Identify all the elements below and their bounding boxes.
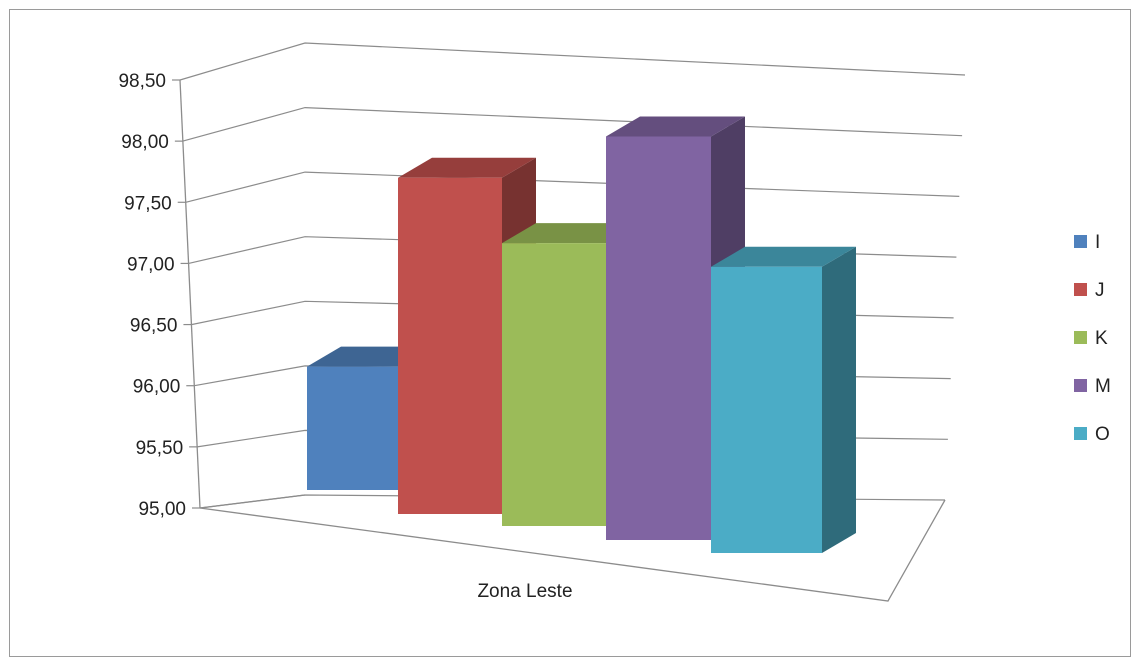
legend-label: M	[1095, 376, 1111, 397]
y-tick-label: 98,50	[118, 71, 166, 92]
bars	[307, 116, 856, 554]
gridline	[182, 106, 963, 142]
legend-swatch	[1074, 379, 1087, 392]
y-tick-label: 98,00	[121, 132, 169, 153]
y-tick-label: 95,50	[136, 438, 184, 459]
gridline	[185, 171, 960, 203]
category-label: Zona Leste	[477, 581, 572, 602]
gridline	[179, 42, 966, 81]
legend-item-m: M	[1074, 376, 1111, 397]
y-tick-label: 97,00	[127, 254, 175, 275]
legend-label: K	[1095, 328, 1108, 349]
legend-swatch	[1074, 235, 1087, 248]
y-axis: 95,00 95,50 96,00 96,50 97,00 97,50 98,00 98,50	[118, 71, 186, 520]
legend-swatch	[1074, 331, 1087, 344]
y-tick-label: 95,00	[138, 499, 186, 520]
legend-swatch	[1074, 283, 1087, 296]
legend-label: O	[1095, 424, 1110, 445]
legend-item-k: K	[1074, 328, 1108, 349]
bar-o	[711, 246, 856, 554]
y-tick-label: 96,50	[130, 316, 178, 337]
legend-item-i: I	[1074, 232, 1100, 253]
y-tick-label: 97,50	[124, 193, 172, 214]
legend-item-j: J	[1074, 280, 1105, 301]
y-tick-label: 96,00	[133, 377, 181, 398]
legend-item-o: O	[1074, 424, 1110, 445]
legend: I J K M O	[1074, 232, 1111, 445]
legend-label: J	[1095, 280, 1105, 301]
legend-label: I	[1095, 232, 1100, 253]
legend-swatch	[1074, 427, 1087, 440]
